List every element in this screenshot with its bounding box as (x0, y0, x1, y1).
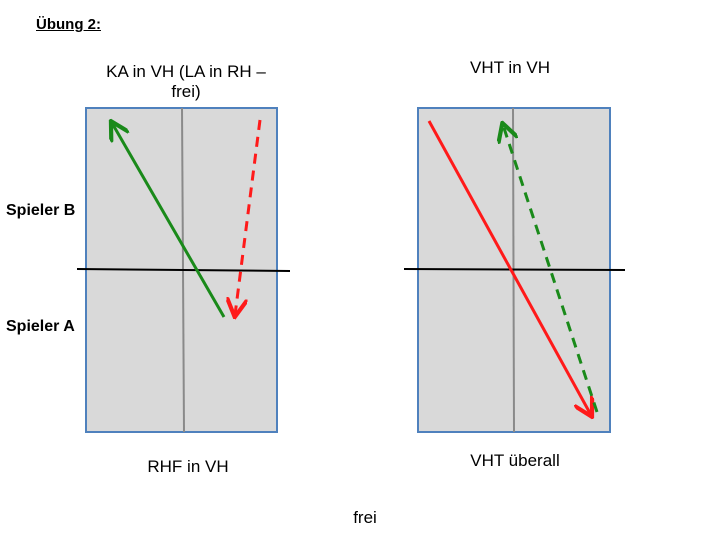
right-table (403, 107, 626, 433)
exercise-title: Übung 2: (36, 16, 101, 33)
left-table-top-label: KA in VH (LA in RH – frei) (106, 62, 266, 101)
footer-label: frei (353, 508, 377, 527)
player-b-label: Spieler B (6, 202, 76, 219)
left-table (76, 107, 291, 433)
left-green-arrow (112, 123, 226, 318)
player-a-label: Spieler A (6, 318, 75, 335)
right-red-arrow (427, 120, 591, 415)
right-table-net (403, 268, 626, 271)
right-table-bottom-label: VHT überall (470, 451, 560, 470)
left-table-net (76, 268, 291, 272)
left-table-bottom-label: RHF in VH (147, 457, 229, 476)
right-table-top-label: VHT in VH (470, 58, 550, 77)
